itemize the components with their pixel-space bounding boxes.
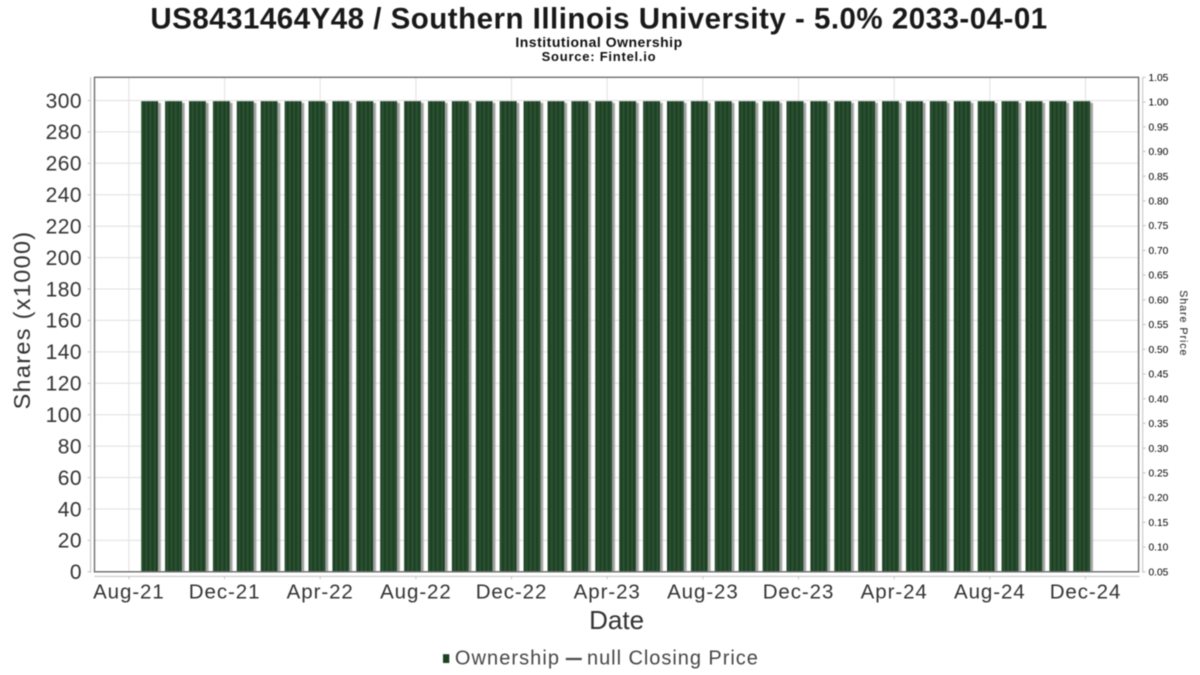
svg-text:20: 20 [58,530,82,553]
svg-text:0.25: 0.25 [1149,469,1169,480]
svg-text:Shares (x1000): Shares (x1000) [9,231,35,410]
svg-text:Aug-22: Aug-22 [380,581,452,604]
svg-text:Source: Fintel.io: Source: Fintel.io [542,49,657,64]
svg-text:Aug-21: Aug-21 [93,581,165,604]
svg-text:1.00: 1.00 [1149,98,1169,109]
svg-text:Institutional Ownership: Institutional Ownership [515,34,682,50]
svg-text:0.10: 0.10 [1149,543,1169,554]
svg-text:Apr-24: Apr-24 [861,581,928,604]
svg-text:80: 80 [58,435,82,458]
svg-text:120: 120 [46,373,82,396]
svg-text:Dec-24: Dec-24 [1050,581,1122,604]
svg-text:1.05: 1.05 [1149,73,1169,84]
svg-text:100: 100 [46,404,82,427]
svg-text:140: 140 [46,341,82,364]
svg-text:Apr-23: Apr-23 [574,581,641,604]
svg-text:280: 280 [46,121,82,144]
svg-text:Date: Date [589,605,644,635]
svg-text:0.55: 0.55 [1149,320,1169,331]
svg-text:260: 260 [46,153,82,176]
svg-text:Dec-23: Dec-23 [763,581,835,604]
svg-text:0.45: 0.45 [1149,370,1169,381]
svg-text:0.40: 0.40 [1149,394,1169,405]
svg-text:null Closing Price: null Closing Price [587,648,759,670]
svg-text:0.95: 0.95 [1149,122,1169,133]
svg-text:0.50: 0.50 [1149,345,1169,356]
svg-text:Apr-22: Apr-22 [287,581,354,604]
svg-text:0.70: 0.70 [1149,246,1169,257]
svg-text:0.90: 0.90 [1149,147,1169,158]
svg-text:0.80: 0.80 [1149,197,1169,208]
svg-text:0.65: 0.65 [1149,271,1169,282]
svg-text:0.75: 0.75 [1149,221,1169,232]
svg-text:Dec-21: Dec-21 [189,581,261,604]
svg-text:Aug-23: Aug-23 [667,581,739,604]
svg-text:60: 60 [58,467,82,490]
svg-text:0: 0 [70,561,82,584]
svg-text:Aug-24: Aug-24 [954,581,1026,604]
svg-text:Dec-22: Dec-22 [476,581,548,604]
svg-text:0.60: 0.60 [1149,295,1169,306]
svg-text:Ownership: Ownership [455,648,560,670]
svg-text:0.85: 0.85 [1149,172,1169,183]
svg-text:40: 40 [58,498,82,521]
svg-text:0.30: 0.30 [1149,444,1169,455]
svg-text:0.15: 0.15 [1149,518,1169,529]
svg-text:240: 240 [46,184,82,207]
svg-text:0.35: 0.35 [1149,419,1169,430]
svg-text:US8431464Y48 / Southern Illino: US8431464Y48 / Southern Illinois Univers… [150,3,1047,36]
svg-text:160: 160 [46,310,82,333]
svg-text:220: 220 [46,216,82,239]
svg-text:0.05: 0.05 [1149,567,1169,578]
svg-text:200: 200 [46,247,82,270]
svg-text:0.20: 0.20 [1149,493,1169,504]
svg-text:300: 300 [46,90,82,113]
svg-text:Share Price: Share Price [1177,290,1189,356]
svg-text:180: 180 [46,278,82,301]
